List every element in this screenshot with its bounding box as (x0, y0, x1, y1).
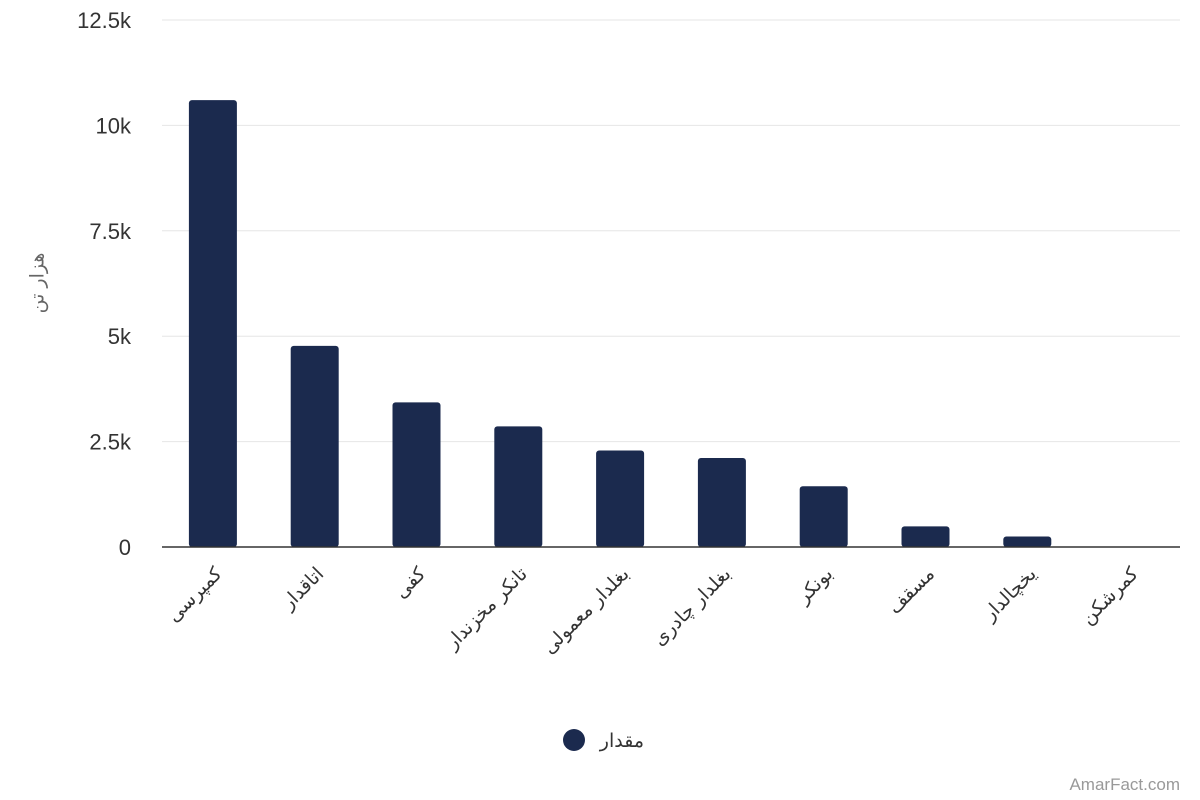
x-tick-label: کفی (390, 562, 431, 603)
x-tick-label: مسقف (884, 563, 939, 618)
bar[interactable] (494, 426, 543, 547)
legend-marker (563, 729, 585, 751)
bar[interactable] (799, 486, 848, 547)
bar[interactable] (392, 402, 441, 547)
y-tick-label: 2.5k (89, 430, 132, 455)
credit-text[interactable]: AmarFact.com (1069, 775, 1180, 794)
bar[interactable] (188, 100, 237, 547)
x-axis-labels: کمپرسی اتاقدار کفی تانکر مخزندار بغلدار معمو… (163, 562, 1144, 658)
y-axis-ticks: 0 2.5k 5k 7.5k 10k 12.5k (77, 8, 132, 560)
y-tick-label: 0 (119, 535, 131, 560)
x-tick-label: کمپرسی (163, 562, 227, 626)
x-tick-label: کمرشکن (1077, 562, 1144, 629)
x-tick-label: اتاقدار (277, 563, 329, 615)
y-tick-label: 12.5k (77, 8, 132, 33)
bar[interactable] (1003, 536, 1052, 547)
y-tick-label: 10k (96, 113, 132, 138)
y-tick-label: 7.5k (89, 219, 132, 244)
bar[interactable] (290, 345, 339, 547)
bars (188, 100, 1052, 547)
x-tick-label: تانکر مخزندار (441, 563, 532, 654)
bar[interactable] (596, 450, 645, 547)
x-tick-label: بونکر (792, 563, 838, 609)
bar[interactable] (697, 458, 746, 547)
gridlines (162, 19, 1180, 443)
y-tick-label: 5k (108, 324, 132, 349)
legend[interactable]: مقدار (563, 729, 644, 752)
legend-label: مقدار (599, 730, 644, 752)
x-tick-label: بغلدار معمولی (538, 563, 633, 658)
x-tick-label: یخچالدار (978, 563, 1041, 626)
y-axis-title: هزار تن (27, 253, 49, 314)
x-tick-label: بغلدار چادری (648, 563, 735, 650)
bar[interactable] (901, 526, 950, 547)
